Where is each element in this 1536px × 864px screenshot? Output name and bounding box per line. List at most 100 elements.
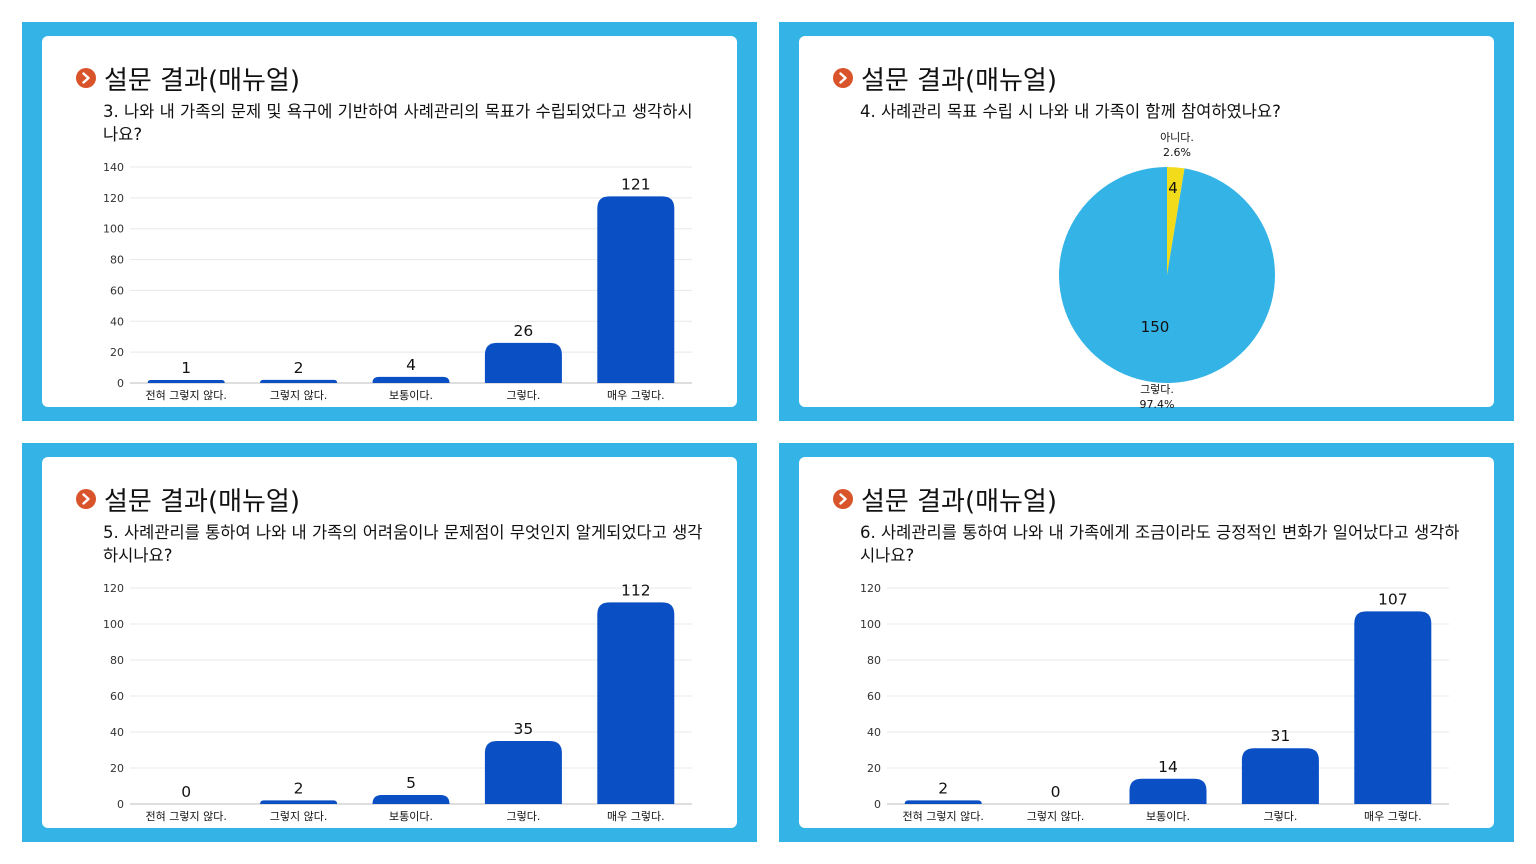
data-label: 112 bbox=[621, 581, 651, 599]
bar bbox=[260, 379, 338, 383]
data-label: 14 bbox=[1158, 758, 1178, 776]
x-tick-label: 보통이다. bbox=[389, 810, 433, 823]
data-label: 4 bbox=[406, 356, 416, 374]
data-label: 31 bbox=[1271, 727, 1291, 745]
survey-panel-q4: 설문 결과(매뉴얼) 4. 사례관리 목표 수립 시 나와 내 가족이 함께 참… bbox=[779, 22, 1514, 421]
page-title: 설문 결과(매뉴얼) bbox=[861, 486, 1057, 517]
bar bbox=[1241, 748, 1319, 804]
slice-value-label: 4 bbox=[1168, 179, 1178, 197]
bar bbox=[1129, 778, 1207, 804]
heading-row: 설문 결과(매뉴얼) bbox=[76, 481, 300, 517]
slice-percent-label: 2.6% bbox=[1163, 146, 1191, 159]
y-tick-label: 80 bbox=[110, 654, 124, 667]
y-tick-label: 40 bbox=[110, 726, 124, 739]
panel-card: 설문 결과(매뉴얼) 3. 나와 내 가족의 문제 및 욕구에 기반하여 사례관… bbox=[42, 36, 737, 407]
survey-question: 3. 나와 내 가족의 문제 및 욕구에 기반하여 사례관리의 목표가 수립되었… bbox=[103, 102, 693, 144]
data-label: 0 bbox=[1051, 783, 1061, 801]
y-tick-label: 60 bbox=[110, 284, 124, 297]
bar-chart-q6: 0 20 40 60 80 100 120 2 전혀 그렇지 않다. 0 그렇지 않다. 14 보통이다… bbox=[860, 582, 1449, 823]
bar-chart-q3: 0 20 40 60 80 100 120 140 1 전혀 그렇지 않다. 2 그렇지 않다. 4 보통… bbox=[103, 161, 692, 402]
bar bbox=[597, 196, 675, 383]
data-label: 35 bbox=[514, 720, 534, 738]
x-tick-label: 보통이다. bbox=[1146, 810, 1190, 823]
x-tick-label: 보통이다. bbox=[389, 389, 433, 402]
page-title: 설문 결과(매뉴얼) bbox=[104, 486, 300, 517]
y-tick-label: 0 bbox=[874, 798, 881, 811]
y-tick-label: 100 bbox=[103, 223, 124, 236]
pie-slice bbox=[1059, 167, 1275, 384]
data-label: 121 bbox=[621, 175, 651, 193]
heading-row: 설문 결과(매뉴얼) bbox=[833, 481, 1057, 517]
chevron-right-icon bbox=[76, 68, 96, 88]
heading-row: 설문 결과(매뉴얼) bbox=[833, 60, 1057, 96]
pie-slice bbox=[1167, 167, 1185, 275]
y-tick-label: 140 bbox=[103, 161, 124, 174]
bar bbox=[597, 602, 675, 804]
chevron-right-icon bbox=[76, 489, 96, 509]
chevron-right-icon bbox=[833, 489, 853, 509]
y-tick-label: 40 bbox=[110, 315, 124, 328]
x-tick-label: 그렇지 않다. bbox=[1027, 810, 1085, 823]
slice-category-label: 아니다. bbox=[1160, 131, 1194, 144]
bar bbox=[484, 342, 562, 383]
data-label: 107 bbox=[1378, 590, 1408, 608]
y-tick-label: 120 bbox=[860, 582, 881, 595]
y-tick-label: 0 bbox=[117, 798, 124, 811]
bar bbox=[484, 741, 562, 804]
survey-question: 5. 사례관리를 통하여 나와 내 가족의 어려움이나 문제점이 무엇인지 알게… bbox=[103, 523, 703, 565]
x-tick-label: 그렇지 않다. bbox=[270, 389, 328, 402]
y-tick-label: 120 bbox=[103, 582, 124, 595]
x-tick-label: 전혀 그렇지 않다. bbox=[146, 389, 227, 402]
y-tick-label: 100 bbox=[860, 618, 881, 631]
x-tick-label: 그렇다. bbox=[506, 810, 540, 823]
slice-category-label: 그렇다. bbox=[1140, 383, 1174, 396]
bar bbox=[372, 795, 450, 804]
data-label: 5 bbox=[406, 774, 416, 792]
chevron-right-icon bbox=[833, 68, 853, 88]
y-tick-label: 120 bbox=[103, 192, 124, 205]
data-label: 26 bbox=[514, 322, 534, 340]
y-tick-label: 80 bbox=[867, 654, 881, 667]
survey-panel-q5: 설문 결과(매뉴얼) 5. 사례관리를 통하여 나와 내 가족의 어려움이나 문… bbox=[22, 443, 757, 842]
survey-question: 4. 사례관리 목표 수립 시 나와 내 가족이 함께 참여하였나요? bbox=[860, 102, 1281, 121]
page-title: 설문 결과(매뉴얼) bbox=[104, 65, 300, 96]
page-title: 설문 결과(매뉴얼) bbox=[861, 65, 1057, 96]
data-label: 1 bbox=[181, 359, 191, 377]
x-tick-label: 그렇다. bbox=[506, 389, 540, 402]
y-tick-label: 20 bbox=[110, 762, 124, 775]
panel-card: 설문 결과(매뉴얼) 5. 사례관리를 통하여 나와 내 가족의 어려움이나 문… bbox=[42, 457, 737, 828]
survey-panel-q6: 설문 결과(매뉴얼) 6. 사례관리를 통하여 나와 내 가족에게 조금이라도 … bbox=[779, 443, 1514, 842]
bar bbox=[1354, 611, 1432, 804]
x-tick-label: 전혀 그렇지 않다. bbox=[903, 810, 984, 823]
y-tick-label: 20 bbox=[867, 762, 881, 775]
x-tick-label: 매우 그렇다. bbox=[1364, 810, 1422, 823]
data-label: 2 bbox=[294, 779, 304, 797]
heading-row: 설문 결과(매뉴얼) bbox=[76, 60, 300, 96]
pie-chart-q4: 4 아니다. 2.6% 150 그렇다. 97.4% bbox=[1059, 131, 1275, 411]
survey-question: 6. 사례관리를 통하여 나와 내 가족에게 조금이라도 긍정적인 변화가 일어… bbox=[860, 523, 1460, 565]
panel-card: 설문 결과(매뉴얼) 6. 사례관리를 통하여 나와 내 가족에게 조금이라도 … bbox=[799, 457, 1494, 828]
y-tick-label: 20 bbox=[110, 346, 124, 359]
y-tick-label: 80 bbox=[110, 254, 124, 267]
bar bbox=[372, 376, 450, 383]
data-label: 2 bbox=[938, 779, 948, 797]
bar bbox=[147, 380, 225, 383]
data-label: 0 bbox=[181, 783, 191, 801]
x-tick-label: 매우 그렇다. bbox=[607, 389, 665, 402]
y-tick-label: 60 bbox=[110, 690, 124, 703]
x-tick-label: 그렇지 않다. bbox=[270, 810, 328, 823]
y-tick-label: 0 bbox=[117, 377, 124, 390]
y-tick-label: 40 bbox=[867, 726, 881, 739]
slice-percent-label: 97.4% bbox=[1140, 398, 1175, 411]
x-tick-label: 전혀 그렇지 않다. bbox=[146, 810, 227, 823]
data-label: 2 bbox=[294, 359, 304, 377]
y-tick-label: 100 bbox=[103, 618, 124, 631]
x-tick-label: 매우 그렇다. bbox=[607, 810, 665, 823]
survey-panel-q3: 설문 결과(매뉴얼) 3. 나와 내 가족의 문제 및 욕구에 기반하여 사례관… bbox=[22, 22, 757, 421]
y-tick-label: 60 bbox=[867, 690, 881, 703]
bar-chart-q5: 0 20 40 60 80 100 120 0 전혀 그렇지 않다. 2 그렇지 않다. 5 보통이다.… bbox=[103, 581, 692, 823]
slice-value-label: 150 bbox=[1141, 318, 1170, 336]
panel-card: 설문 결과(매뉴얼) 4. 사례관리 목표 수립 시 나와 내 가족이 함께 참… bbox=[799, 36, 1494, 411]
x-tick-label: 그렇다. bbox=[1263, 810, 1297, 823]
bar bbox=[260, 800, 338, 804]
